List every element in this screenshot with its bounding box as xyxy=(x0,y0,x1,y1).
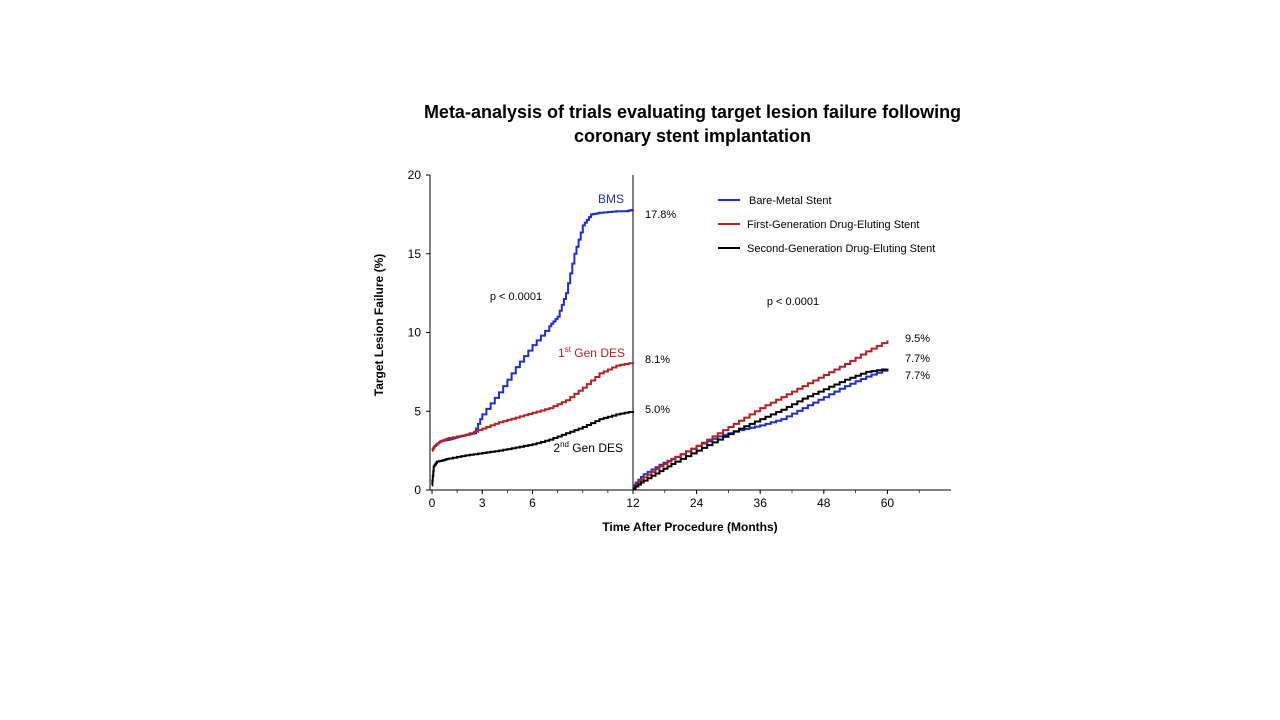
y-ticks: 0 5 10 15 20 xyxy=(408,168,430,497)
x-tick-label: 6 xyxy=(529,496,536,510)
chart-title: Meta-analysis of trials evaluating targe… xyxy=(380,100,1005,148)
p-value-left: p < 0.0001 xyxy=(490,291,542,303)
series-group xyxy=(431,209,889,490)
chart-title-line2: coronary stent implantation xyxy=(573,126,812,146)
series-line-2nd-gen-des xyxy=(431,411,634,487)
end-value-label: 17.8% xyxy=(645,209,676,221)
x-tick-label: 12 xyxy=(626,496,640,510)
chart-title-line1: Meta-analysis of trials evaluating targe… xyxy=(423,102,962,122)
legend-label-second-gen: Second-Generation Drug-Eluting Stent xyxy=(747,243,935,255)
x-tick-label: 24 xyxy=(690,496,704,510)
series-line-1st-gen-des xyxy=(431,362,634,452)
x-tick-label: 36 xyxy=(754,496,768,510)
series-label-first-gen-des: 1st Gen DES xyxy=(558,345,625,360)
series-line-first-generation-drug-eluting-stent xyxy=(633,340,889,488)
x-axis-label: Time After Procedure (Months) xyxy=(602,520,777,534)
series-label-second-gen-des: 2nd Gen DES xyxy=(553,440,623,455)
x-tick-label: 3 xyxy=(479,496,486,510)
end-value-label: 5.0% xyxy=(645,404,670,416)
legend-label-bms: Bare-Metal Stent xyxy=(749,195,832,207)
x-tick-label: 60 xyxy=(881,496,895,510)
end-value-label: 7.7% xyxy=(905,353,930,365)
y-axis-label: Target Lesion Failure (%) xyxy=(372,254,386,396)
y-tick-label: 0 xyxy=(414,483,421,497)
legend-label-first-gen: First-Generation Drug-Eluting Stent xyxy=(747,219,919,231)
x-ticks: 0 3 6 12 24 36 48 60 xyxy=(429,490,920,510)
annotation-labels: 17.8% 8.1% 5.0% 7.7% 9.5% 7.7% BMS 1st Gen DES 2… xyxy=(553,192,930,455)
legend: Bare-Metal Stent First-Generation Drug-E… xyxy=(718,195,935,255)
end-value-label: 7.7% xyxy=(905,370,930,382)
end-value-label: 9.5% xyxy=(905,333,930,345)
series-line-second-generation-drug-eluting-stent xyxy=(633,368,889,490)
x-tick-label: 48 xyxy=(817,496,831,510)
series-label-bms: BMS xyxy=(598,192,624,206)
y-tick-label: 5 xyxy=(414,404,421,418)
y-tick-label: 10 xyxy=(408,326,422,340)
y-tick-label: 15 xyxy=(408,247,422,261)
end-value-label: 8.1% xyxy=(645,354,670,366)
series-line-bare-metal-stent xyxy=(633,368,889,487)
p-value-right: p < 0.0001 xyxy=(767,296,819,308)
y-tick-label: 20 xyxy=(408,168,422,182)
x-tick-label: 0 xyxy=(429,496,436,510)
